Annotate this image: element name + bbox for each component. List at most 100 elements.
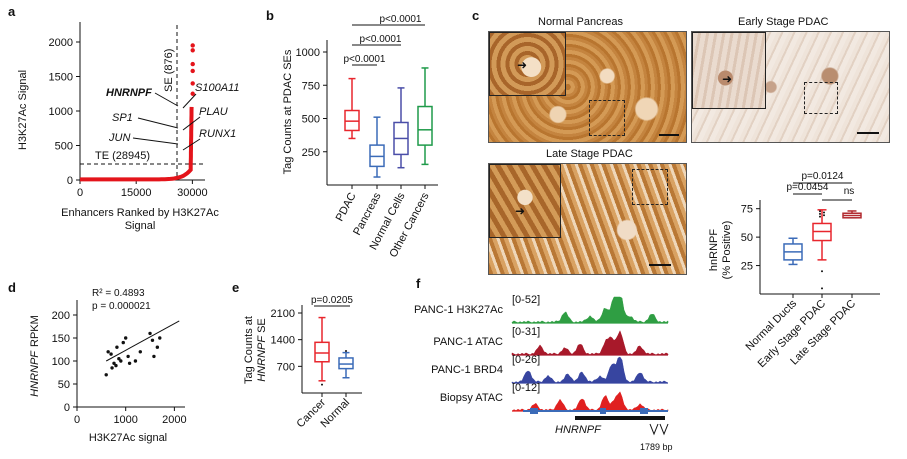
outlier-point — [821, 270, 823, 273]
y-tick-label: 50 — [741, 232, 753, 244]
panel-label-e: e — [232, 280, 239, 295]
p-value-label: p<0.0001 — [380, 14, 422, 25]
signal-track — [511, 296, 669, 324]
p-value-label: p<0.0001 — [360, 34, 402, 45]
gene-leader-line — [182, 93, 197, 109]
track-label: Biopsy ATAC — [440, 392, 503, 404]
x-tick-label: 2000 — [162, 414, 186, 426]
track-range: [0-26] — [512, 354, 540, 366]
panel-label-a: a — [8, 4, 16, 19]
y-axis-label: hnRNPF — [708, 229, 720, 271]
micrograph-late-pdac: ➜ — [488, 163, 687, 275]
scale-bar — [857, 132, 879, 134]
y-tick-label: 500 — [55, 141, 73, 153]
gene-name-label: HNRNPF — [555, 424, 602, 436]
gene-leader-line — [182, 138, 201, 151]
y-tick-label: 1500 — [49, 72, 73, 84]
signal-track — [511, 356, 669, 384]
track-label: PANC-1 ATAC — [433, 336, 503, 348]
gene-exon — [600, 408, 606, 414]
data-point — [110, 366, 114, 370]
super-enhancer-point — [190, 81, 195, 86]
panel-label-f: f — [416, 276, 421, 291]
category-label: PDAC — [334, 191, 359, 224]
micrograph-arrow-icon: ➜ — [722, 72, 733, 86]
data-point — [150, 338, 155, 342]
se-label: SE (876) — [163, 49, 175, 92]
micrograph-inset — [692, 32, 766, 109]
x-tick-label: 1000 — [113, 414, 137, 426]
y-tick-label: 700 — [277, 361, 295, 373]
y-tick-label: 1000 — [49, 106, 73, 118]
x-tick-label: 30000 — [177, 187, 208, 199]
y-axis-label: H3K27Ac Signal — [17, 70, 29, 150]
micrograph-normal-pancreas: ➜ — [488, 31, 687, 143]
data-point — [345, 350, 347, 352]
x-tick-label: 15000 — [121, 187, 152, 199]
scale-label: 1789 bp — [640, 442, 673, 452]
track-range: [0-12] — [512, 382, 540, 394]
panel-label-b: b — [266, 8, 274, 23]
super-enhancer-point — [190, 68, 195, 74]
gene-label: HNRNPF — [106, 87, 152, 99]
gene-model: HNRNPF 1789 bp — [523, 408, 673, 452]
gene-label: RUNX1 — [199, 128, 236, 140]
micrograph-arrow-icon: ➜ — [515, 204, 526, 218]
r-squared-label: R² = 0.4893 — [92, 288, 145, 299]
gene-label: JUN — [108, 132, 130, 144]
data-point — [158, 336, 162, 340]
data-point — [109, 352, 113, 356]
y-tick-label: 50 — [58, 379, 70, 391]
y-axis-suffix: SE — [256, 318, 268, 333]
gene-leader-line — [154, 92, 179, 107]
x-axis-label-line2: Signal — [125, 220, 156, 232]
data-point — [819, 210, 821, 213]
data-point — [112, 361, 116, 365]
gene-label: PLAU — [199, 106, 228, 118]
y-tick-label: 100 — [52, 356, 70, 368]
p-value-label: p = 0.000021 — [92, 301, 151, 312]
super-enhancer-point — [190, 43, 195, 48]
track-label: PANC-1 H3K27Ac — [414, 304, 504, 316]
y-tick-label: 2100 — [271, 308, 295, 320]
data-point — [148, 331, 152, 336]
data-point — [823, 214, 825, 217]
data-point — [138, 350, 142, 354]
x-tick-label: 0 — [74, 414, 80, 426]
y-tick-label: 75 — [741, 204, 753, 216]
gene-label: SP1 — [112, 112, 133, 124]
box-iqr — [338, 357, 354, 370]
y-tick-label: 200 — [52, 310, 70, 322]
track-range: [0-31] — [512, 326, 540, 338]
data-point — [121, 340, 125, 345]
x-axis-label: Enhancers Ranked by H3K27Ac — [61, 207, 219, 219]
gene-leader-line — [182, 116, 201, 131]
y-tick-label: 0 — [64, 402, 70, 414]
y-axis-unit: RPKM — [29, 315, 41, 347]
data-point — [104, 373, 108, 377]
data-point — [155, 345, 160, 349]
micrograph-inset — [489, 164, 561, 238]
y-axis-label: Tag Counts at PDAC SEs — [282, 49, 294, 174]
scale-bar — [649, 264, 671, 266]
micrograph-inset — [489, 32, 566, 96]
gene-exon — [640, 408, 648, 414]
super-enhancer-point — [190, 91, 195, 96]
data-point — [127, 361, 132, 365]
box-iqr — [417, 105, 433, 146]
y-tick-label: 2000 — [49, 37, 73, 49]
y-tick-label: 1400 — [271, 335, 295, 347]
data-point — [819, 212, 821, 215]
data-point — [117, 357, 121, 361]
p-value-label: p<0.0001 — [344, 54, 386, 65]
panel-d-scatter: 0 50 100 150 200 0 1000 2000 HNRNPF RPKM H3K27A… — [29, 288, 187, 444]
data-point — [114, 363, 118, 368]
y-axis-label-line2: HNRNPF SE — [256, 318, 268, 382]
super-enhancer-bar — [575, 416, 665, 420]
micrograph-title: Early Stage PDAC — [735, 16, 832, 28]
x-axis-label: H3K27Ac signal — [89, 432, 167, 444]
micrograph-title: Normal Pancreas — [535, 16, 626, 28]
